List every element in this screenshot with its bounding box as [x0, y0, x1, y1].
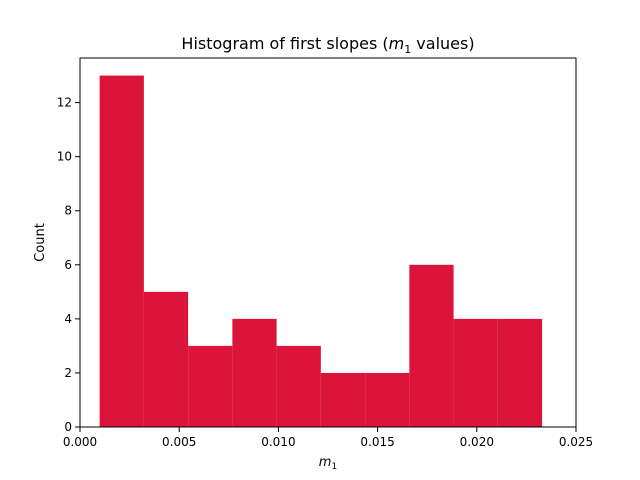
histogram-bar [188, 345, 233, 427]
axes-frame [79, 57, 577, 428]
bars-group [99, 75, 543, 428]
histogram-bar [276, 345, 321, 427]
y-tick-label: 0 [64, 420, 72, 434]
x-tick-label: 0.025 [559, 435, 593, 449]
y-ticks-group: 0 2 4 6 8 10 12 [57, 96, 80, 434]
x-tick-label: 0.010 [261, 435, 295, 449]
y-axis-label: Count [33, 223, 48, 262]
y-tick-label: 12 [57, 96, 72, 110]
x-tick-label: 0.020 [460, 435, 494, 449]
y-tick-label: 10 [57, 150, 72, 164]
x-axis-label: m1 [319, 455, 337, 472]
y-tick-label: 8 [64, 204, 72, 218]
histogram-bar [409, 264, 454, 427]
x-tick-label: 0.005 [162, 435, 196, 449]
histogram-bar [143, 291, 189, 427]
y-tick-label: 6 [64, 258, 72, 272]
y-tick-label: 4 [64, 312, 72, 326]
chart-title: Histogram of first slopes (m1 values) [181, 34, 474, 56]
x-ticks-group: 0.000 0.005 0.010 0.015 0.020 0.025 [63, 427, 593, 449]
histogram-bar [320, 372, 366, 427]
histogram-bar [99, 75, 144, 428]
x-tick-label: 0.000 [63, 435, 97, 449]
histogram-bar [453, 318, 498, 427]
histogram-bar [365, 372, 410, 427]
histogram-bar [497, 318, 543, 427]
x-tick-label: 0.015 [360, 435, 394, 449]
y-tick-label: 2 [64, 366, 72, 380]
histogram-bar [232, 318, 277, 427]
